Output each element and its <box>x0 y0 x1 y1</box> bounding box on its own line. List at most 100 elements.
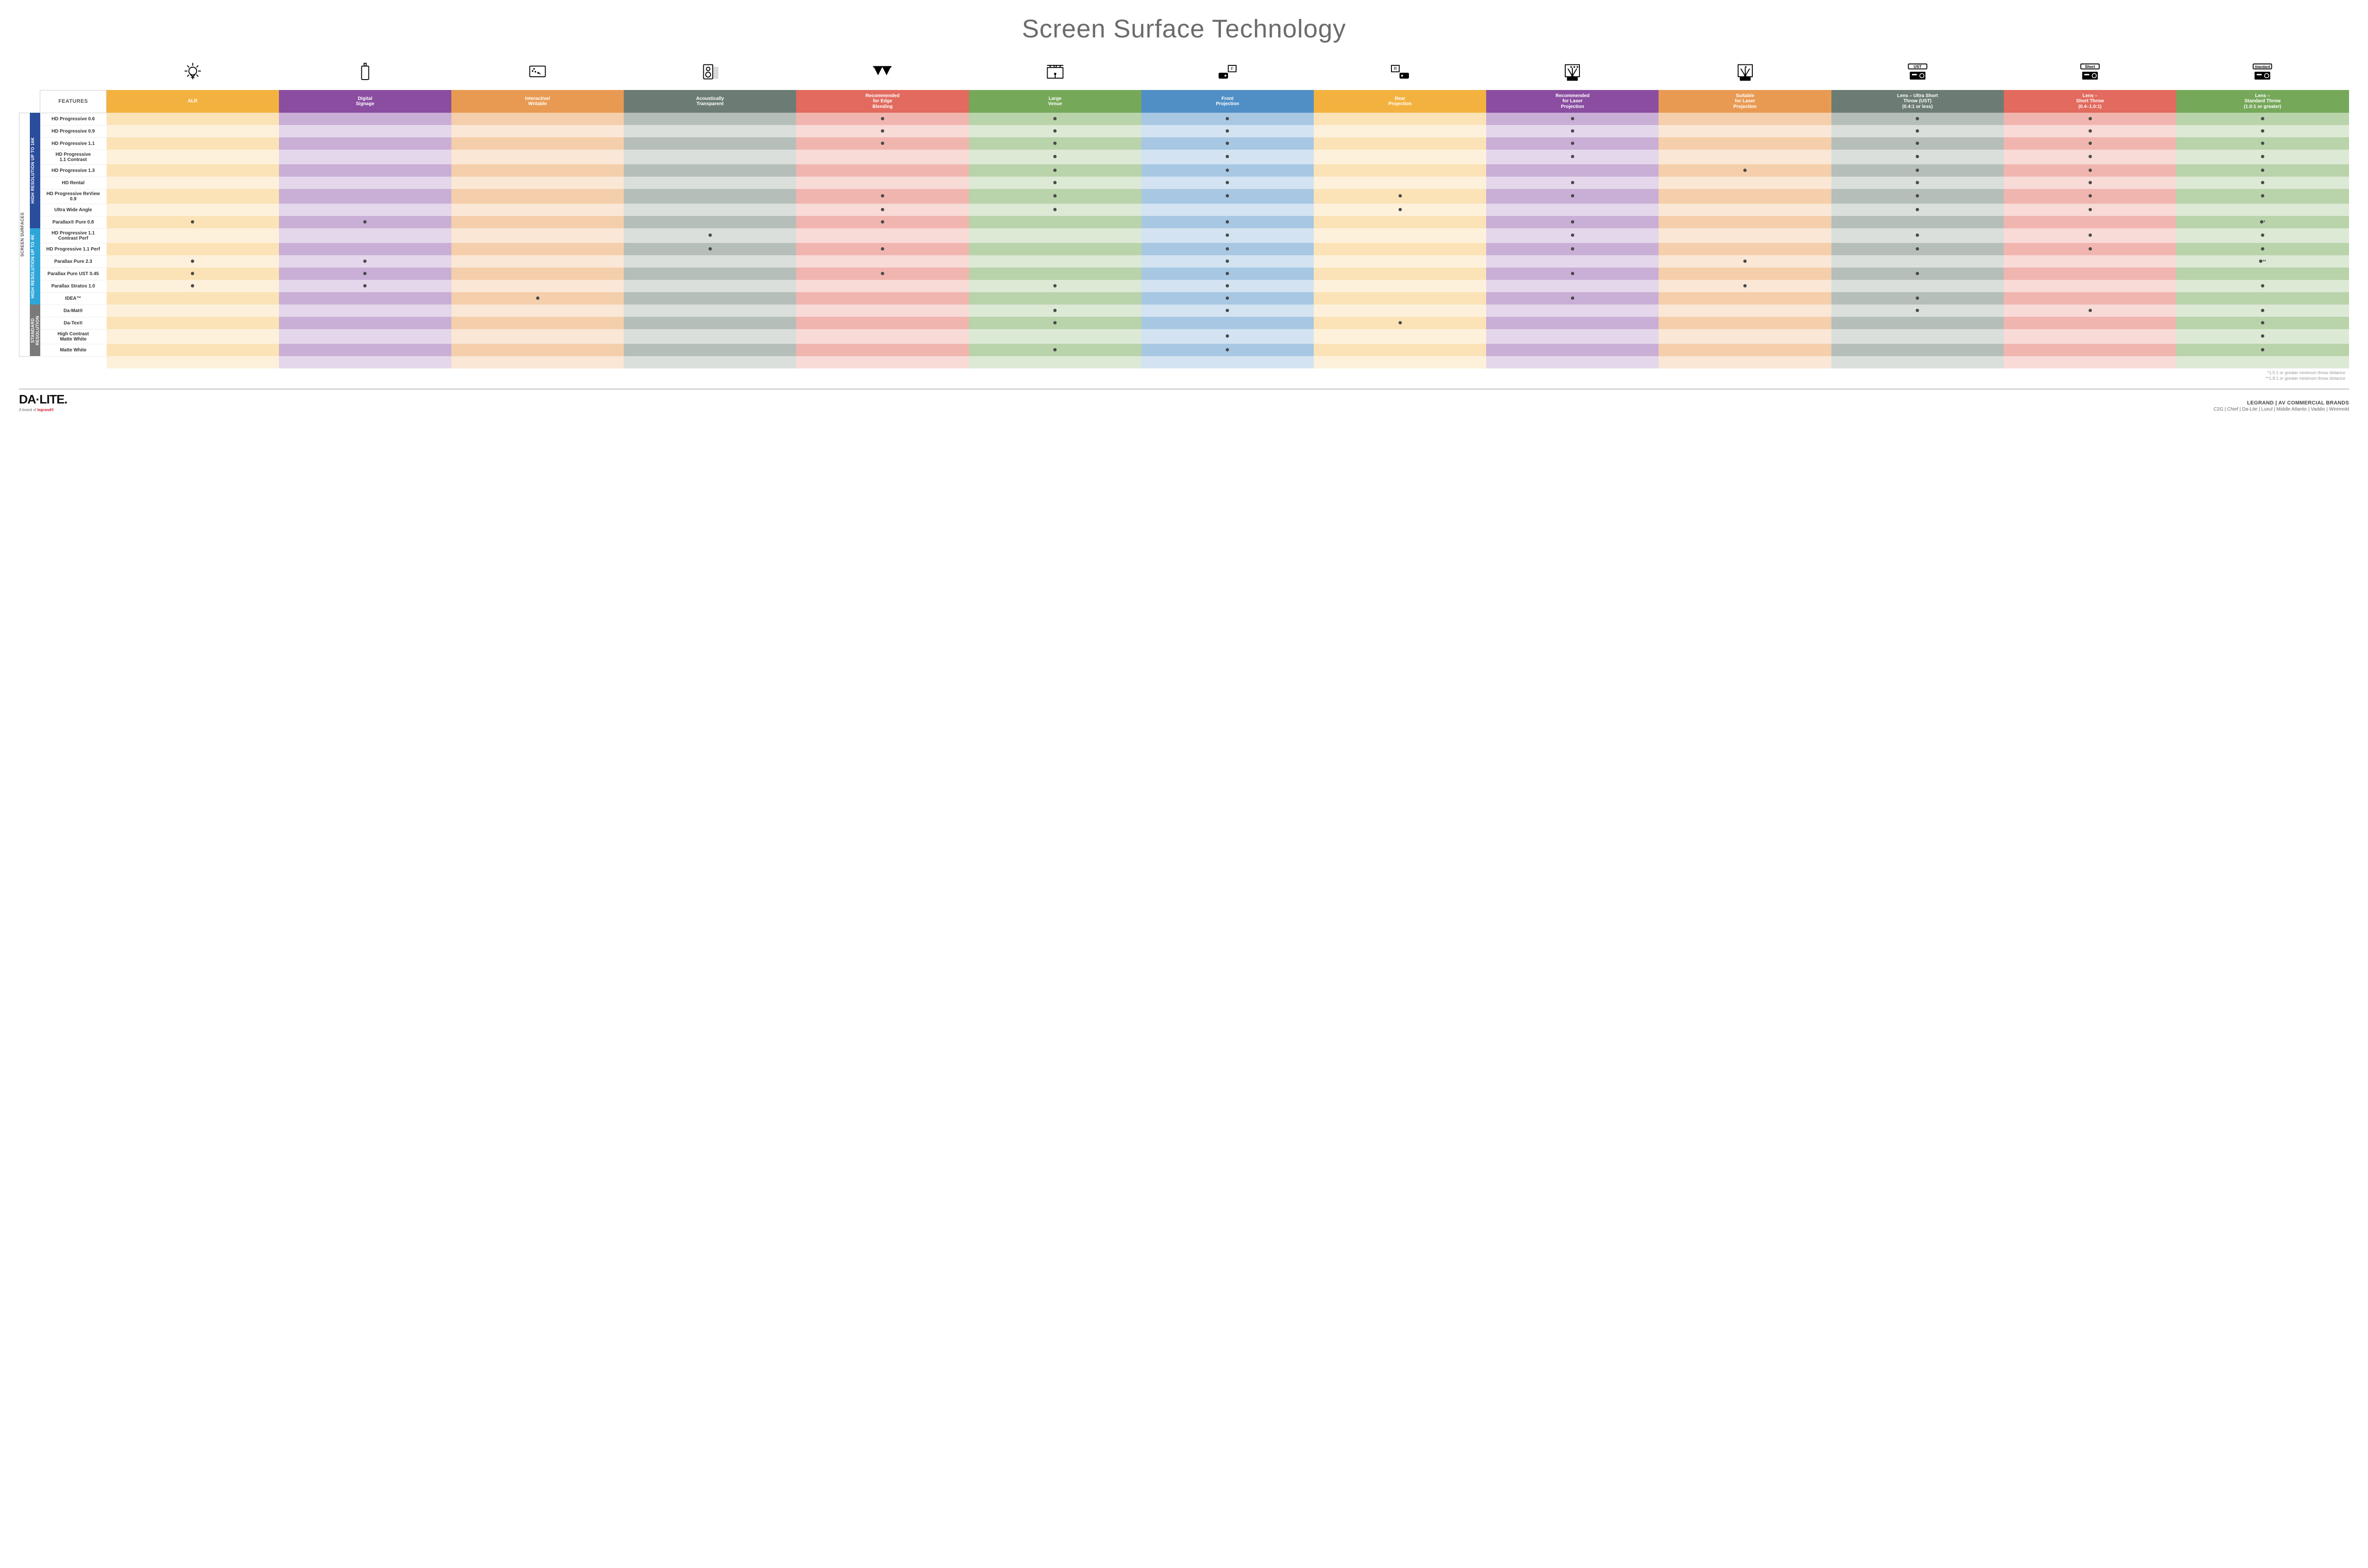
cell <box>796 125 969 137</box>
table-row: HD Progressive 1.3 <box>19 164 2349 177</box>
cell <box>1314 164 1486 177</box>
cell <box>624 164 796 177</box>
table-row: HD Progressive ReView 0.9 <box>19 189 2349 204</box>
cell <box>624 177 796 189</box>
row-name: HD Progressive 1.3 <box>40 164 107 177</box>
table-row: STANDARDRESOLUTIONDa-Mat® <box>19 305 2349 317</box>
cell <box>107 292 279 305</box>
cell <box>1831 150 2004 164</box>
cell <box>1314 243 1486 255</box>
cell <box>107 344 279 356</box>
cell <box>1314 344 1486 356</box>
cell <box>1486 150 1659 164</box>
cell <box>279 216 451 228</box>
lgv-icon <box>969 57 1141 90</box>
cell <box>1141 228 1314 243</box>
svg-text:Short: Short <box>2085 64 2095 69</box>
cell <box>1831 177 2004 189</box>
cell <box>1659 177 1831 189</box>
cell <box>451 189 624 204</box>
cell <box>107 243 279 255</box>
col-header-alr: ALR <box>107 90 279 113</box>
cell <box>279 113 451 125</box>
cell <box>1486 164 1659 177</box>
dot-icon <box>2089 169 2092 172</box>
col-header-lgv: LargeVenue <box>969 90 1141 113</box>
dot-icon <box>1743 284 1747 287</box>
cell <box>969 177 1141 189</box>
dot-icon <box>2261 142 2264 145</box>
cell <box>1314 329 1486 344</box>
dot-icon <box>363 272 367 275</box>
cell <box>1314 317 1486 329</box>
cell <box>1831 329 2004 344</box>
dot-icon <box>1053 129 1057 133</box>
cell <box>1141 329 1314 344</box>
cell <box>1486 113 1659 125</box>
row-name: High ContrastMatte White <box>40 329 107 344</box>
dot-icon <box>191 220 194 224</box>
cell <box>969 317 1141 329</box>
svg-text:UST: UST <box>1914 64 1922 69</box>
cell <box>1486 255 1659 268</box>
cell <box>1831 137 2004 150</box>
cell: * <box>2176 216 2349 228</box>
col-header-fp: FrontProjection <box>1141 90 1314 113</box>
dot-icon <box>2261 155 2264 158</box>
cell <box>279 317 451 329</box>
table-row: IDEA™ <box>19 292 2349 305</box>
dot-icon <box>191 284 194 287</box>
dot-icon <box>1743 260 1747 263</box>
row-name: Parallax Pure UST 0.45 <box>40 268 107 280</box>
dot-icon <box>2089 208 2092 211</box>
cell <box>1314 255 1486 268</box>
cell <box>1659 164 1831 177</box>
cell <box>2176 243 2349 255</box>
cell <box>2004 280 2176 292</box>
dot-icon <box>1053 194 1057 197</box>
cell <box>1659 243 1831 255</box>
cell <box>451 164 624 177</box>
cell <box>2176 189 2349 204</box>
cell <box>796 177 969 189</box>
row-name: HD Progressive 1.1Contrast Perf <box>40 228 107 243</box>
cell <box>279 292 451 305</box>
features-header: FEATURES <box>40 90 107 113</box>
cell <box>624 243 796 255</box>
cell <box>279 125 451 137</box>
dot-icon <box>1571 117 1574 120</box>
cell <box>1141 292 1314 305</box>
cell <box>1659 189 1831 204</box>
svg-text:Standard: Standard <box>2255 64 2270 69</box>
cell <box>624 280 796 292</box>
ust-icon: UST <box>1831 57 2004 90</box>
dot-icon <box>1916 129 1919 133</box>
dot-icon <box>1226 348 1229 351</box>
cell <box>624 189 796 204</box>
cell <box>969 243 1141 255</box>
slas-icon: ★ <box>1659 57 1831 90</box>
cell <box>107 137 279 150</box>
dot-icon <box>2261 233 2264 237</box>
dot-icon <box>1053 169 1057 172</box>
cell <box>1141 344 1314 356</box>
table-row: HD Progressive1.1 Contrast <box>19 150 2349 164</box>
row-name: HD Progressive ReView 0.9 <box>40 189 107 204</box>
dot-icon <box>1053 348 1057 351</box>
cell <box>624 150 796 164</box>
dot-icon <box>2261 181 2264 184</box>
cell <box>107 255 279 268</box>
svg-text:★★★: ★★★ <box>1570 65 1579 69</box>
cell <box>279 228 451 243</box>
cell <box>1141 305 1314 317</box>
edge-icon <box>796 57 969 90</box>
table-row: HD Progressive 1.1 <box>19 137 2349 150</box>
row-name: HD Progressive 0.9 <box>40 125 107 137</box>
col-header-edge: Recommendedfor EdgeBlending <box>796 90 969 113</box>
dot-icon <box>1053 181 1057 184</box>
row-name: HD Progressive 1.1 Perf <box>40 243 107 255</box>
row-name: Parallax Stratos 1.0 <box>40 280 107 292</box>
cell <box>1831 255 2004 268</box>
brand-tagline: A brand of legrand® <box>19 408 67 412</box>
cell <box>624 228 796 243</box>
